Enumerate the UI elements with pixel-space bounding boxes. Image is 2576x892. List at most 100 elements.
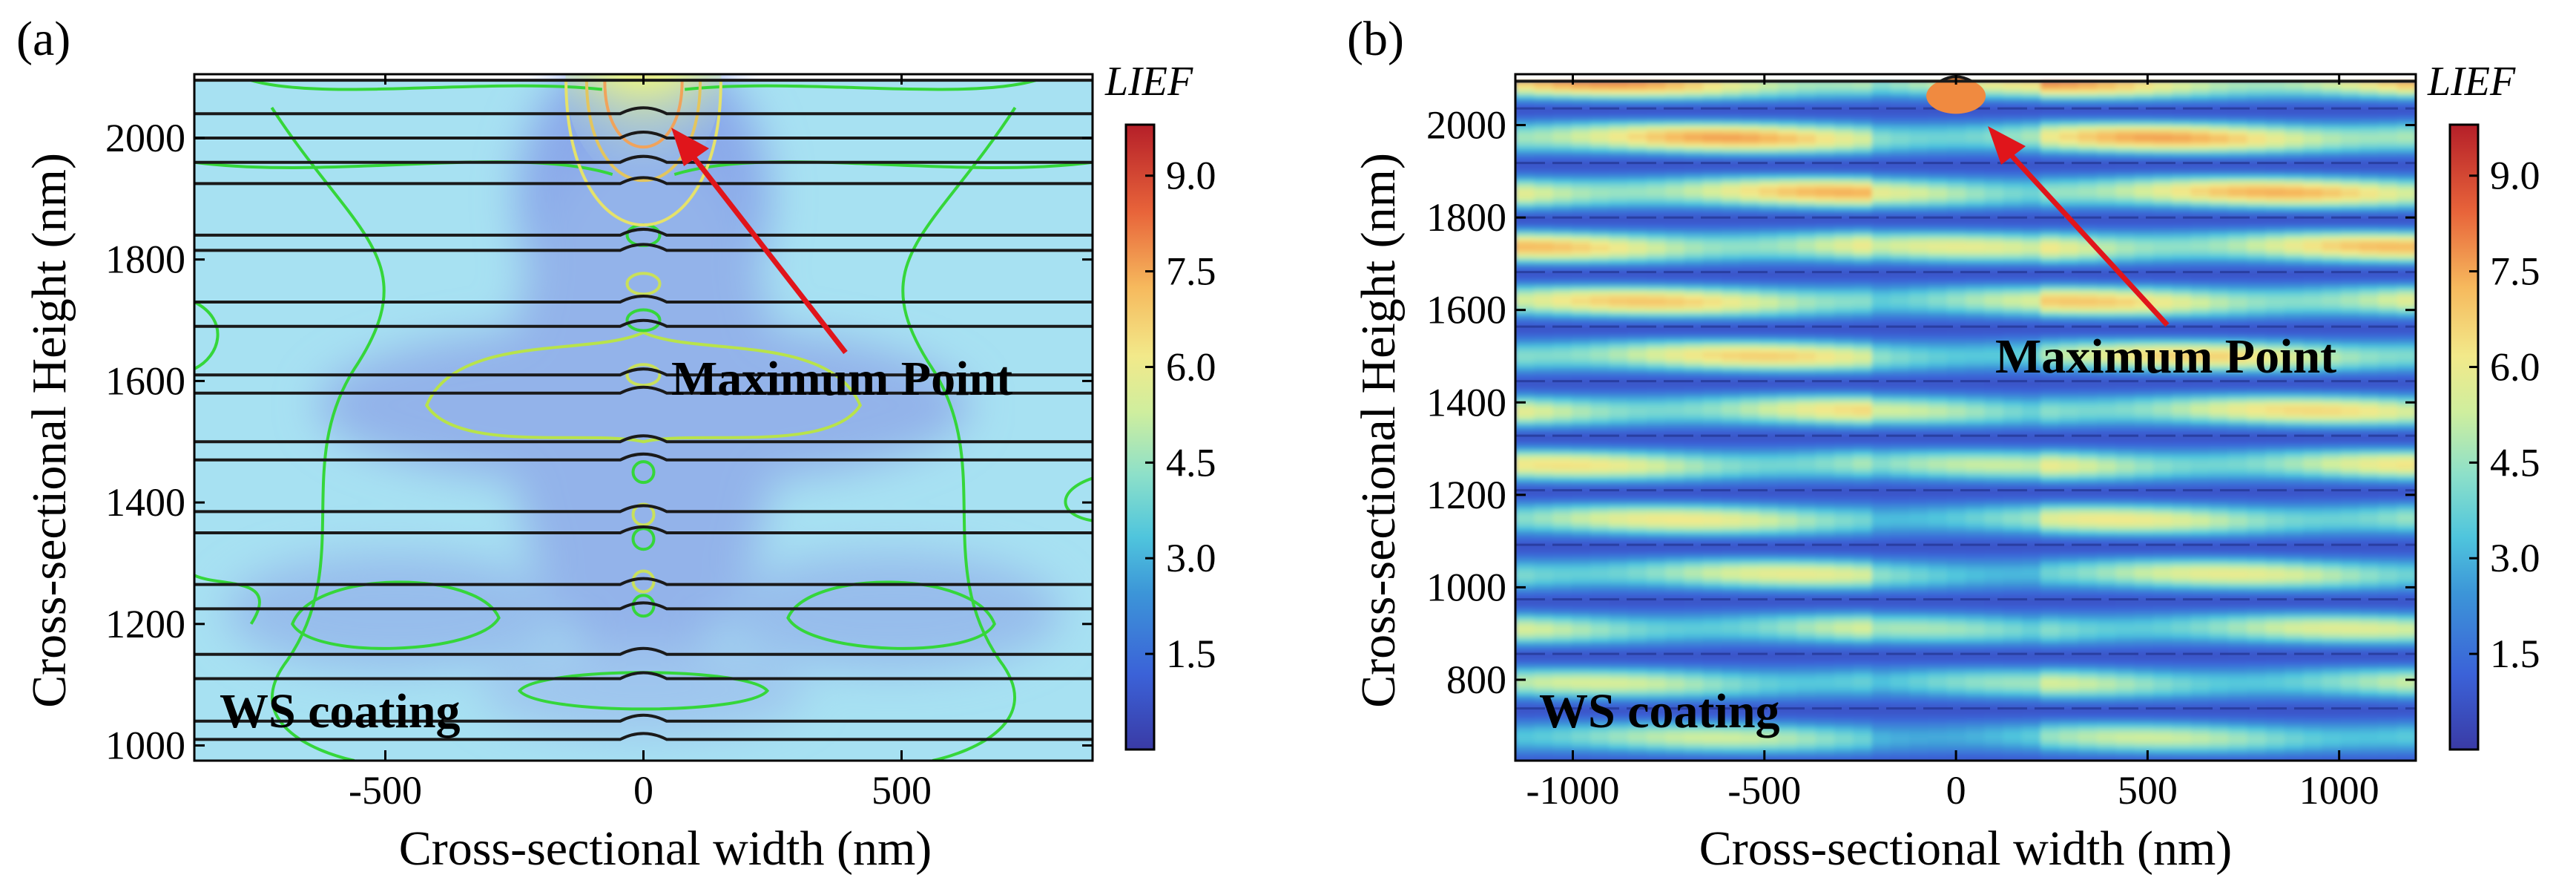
field-cell <box>1909 526 1929 532</box>
field-cell <box>1740 495 1760 501</box>
field-cell <box>1890 366 1911 372</box>
field-cell <box>1534 139 1554 145</box>
field-cell <box>2265 348 2285 354</box>
field-cell <box>1552 170 1572 176</box>
field-cell <box>1609 170 1629 176</box>
field-cell <box>1966 330 1986 336</box>
field-cell <box>1722 375 1742 381</box>
field-cell <box>1778 197 1798 203</box>
field-cell <box>1890 94 1911 100</box>
field-cell <box>2040 330 2061 336</box>
field-cell <box>1778 210 1798 216</box>
field-cell <box>2115 357 2135 363</box>
field-cell <box>1871 152 1891 158</box>
field-cell <box>1647 361 1667 367</box>
field-cell <box>1552 125 1572 131</box>
field-cell <box>1909 277 1929 283</box>
field-cell <box>1647 352 1667 358</box>
field-cell <box>1815 522 1835 528</box>
field-cell <box>2078 366 2098 372</box>
field-cell <box>1796 312 1816 318</box>
field-cell <box>1984 504 2004 510</box>
field-cell <box>2040 112 2061 118</box>
panel-a-colorbar: 1.53.04.56.07.59.0 LIEF <box>1104 59 1216 751</box>
field-cell <box>1796 139 1816 145</box>
field-cell <box>2378 192 2398 198</box>
field-cell <box>1552 223 1572 229</box>
field-cell <box>2115 170 2135 176</box>
field-cell <box>2172 522 2192 528</box>
field-cell <box>1946 241 1966 247</box>
field-cell <box>2097 90 2117 96</box>
field-cell <box>2397 317 2416 323</box>
field-cell <box>1515 397 1535 403</box>
field-cell <box>1552 326 1572 332</box>
field-cell <box>1796 317 1816 323</box>
field-cell <box>2228 263 2248 269</box>
field-cell <box>2247 188 2267 194</box>
field-cell <box>1702 508 1723 514</box>
field-cell <box>2003 134 2023 140</box>
field-cell <box>1890 170 1911 176</box>
field-cell <box>1609 268 1629 274</box>
field-cell <box>1966 259 1986 265</box>
field-cell <box>1796 344 1816 350</box>
field-cell <box>1515 415 1535 421</box>
field-cell <box>2134 277 2154 283</box>
field-cell <box>2209 348 2230 354</box>
field-cell <box>2209 143 2230 149</box>
field-cell <box>1853 99 1873 105</box>
field-cell <box>2059 232 2079 238</box>
field-cell <box>2228 415 2248 421</box>
field-cell <box>1890 397 1911 403</box>
field-cell <box>1778 206 1798 211</box>
field-cell <box>2265 482 2285 488</box>
field-cell <box>1534 312 1554 318</box>
field-cell <box>2397 81 2416 87</box>
field-cell <box>2097 366 2117 372</box>
field-cell <box>1890 437 1911 443</box>
panel-a-colorbar-title: LIEF <box>1104 59 1193 105</box>
field-cell <box>2397 134 2416 140</box>
field-cell <box>2247 290 2267 296</box>
field-cell <box>2397 357 2416 363</box>
field-cell <box>2152 312 2173 318</box>
field-cell <box>1534 499 1554 505</box>
field-cell <box>1871 446 1891 452</box>
field-cell <box>2097 161 2117 167</box>
field-cell <box>1890 424 1911 430</box>
field-cell <box>1571 94 1592 100</box>
field-cell <box>1609 232 1629 238</box>
field-cell <box>1722 228 1742 234</box>
field-cell <box>2247 375 2267 381</box>
field-cell <box>1571 152 1592 158</box>
field-cell <box>2059 201 2079 207</box>
field-cell <box>1834 99 1854 105</box>
field-cell <box>1590 437 1610 443</box>
field-cell <box>1684 397 1704 403</box>
field-cell <box>1778 286 1798 292</box>
field-cell <box>2021 90 2042 96</box>
field-cell <box>1928 201 1948 207</box>
field-cell <box>1590 499 1610 505</box>
field-cell <box>2115 255 2135 260</box>
field-cell <box>2303 401 2323 407</box>
field-cell <box>1609 152 1629 158</box>
field-cell <box>1627 192 1648 198</box>
field-cell <box>2115 295 2135 301</box>
field-cell <box>1684 522 1704 528</box>
field-cell <box>2172 357 2192 363</box>
field-cell <box>1684 183 1704 189</box>
field-cell <box>1946 272 1966 278</box>
field-cell <box>1627 148 1648 154</box>
field-cell <box>1871 504 1891 510</box>
field-cell <box>1853 317 1873 323</box>
field-cell <box>1702 183 1723 189</box>
field-cell <box>1684 117 1704 122</box>
field-cell <box>2078 517 2098 523</box>
field-cell <box>1815 241 1835 247</box>
field-cell <box>1684 237 1704 243</box>
field-cell <box>1834 121 1854 127</box>
field-cell <box>1515 112 1535 118</box>
field-cell <box>2097 384 2117 390</box>
